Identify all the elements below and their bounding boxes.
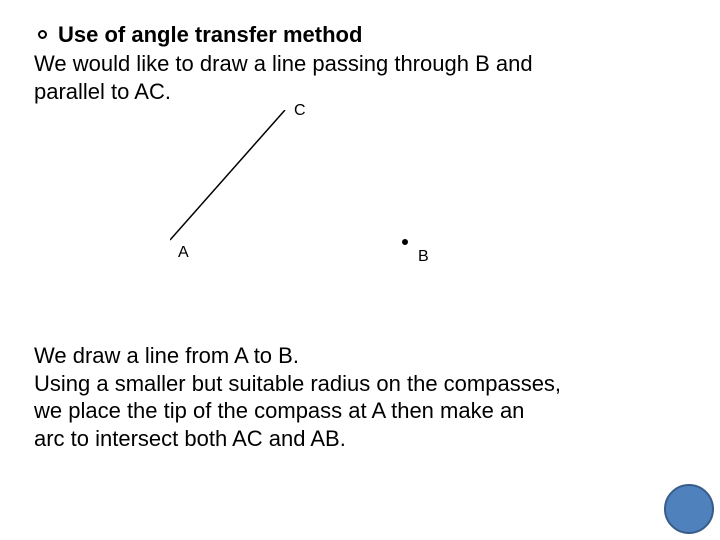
p1-line2: parallel to AC. bbox=[34, 79, 171, 104]
p1-line1: We would like to draw a line passing thr… bbox=[34, 51, 533, 76]
slide-title: Use of angle transfer method bbox=[58, 22, 362, 48]
line-ac bbox=[170, 110, 285, 240]
corner-circle-icon bbox=[664, 484, 714, 534]
p2-line3: we place the tip of the compass at A the… bbox=[34, 398, 524, 423]
point-b-dot bbox=[402, 239, 408, 245]
geometry-diagram bbox=[170, 110, 430, 260]
p2-line1: We draw a line from A to B. bbox=[34, 343, 299, 368]
label-a: A bbox=[178, 244, 189, 262]
paragraph-2: We draw a line from A to B. Using a smal… bbox=[34, 342, 561, 452]
label-b: B bbox=[418, 248, 429, 266]
p2-line4: arc to intersect both AC and AB. bbox=[34, 426, 346, 451]
diagram-svg bbox=[170, 110, 430, 260]
bullet-ring bbox=[38, 30, 47, 39]
p2-line2: Using a smaller but suitable radius on t… bbox=[34, 371, 561, 396]
paragraph-1: We would like to draw a line passing thr… bbox=[34, 50, 533, 105]
label-c: C bbox=[294, 102, 306, 120]
